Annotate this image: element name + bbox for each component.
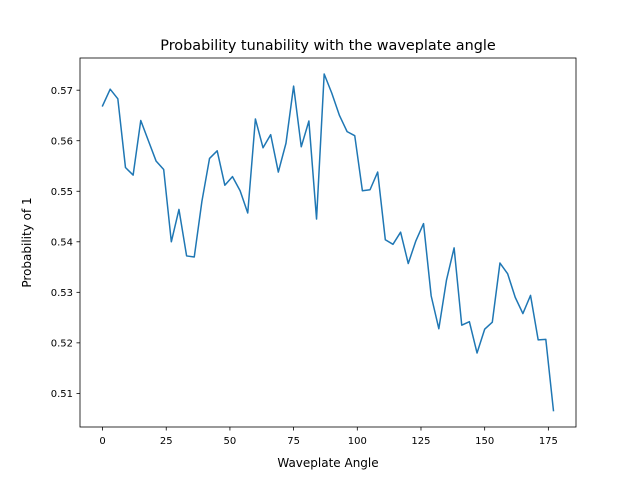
x-axis-label: Waveplate Angle [277, 456, 378, 470]
x-tick-label: 125 [411, 436, 430, 447]
x-tick-label: 25 [160, 436, 173, 447]
y-tick-label: 0.52 [51, 338, 73, 349]
y-tick-label: 0.54 [51, 237, 73, 248]
y-tick-label: 0.57 [51, 86, 73, 97]
x-tick-label: 175 [539, 436, 558, 447]
y-tick-label: 0.51 [51, 389, 73, 400]
series-line [101, 73, 555, 412]
chart-title: Probability tunability with the waveplat… [160, 38, 496, 54]
y-axis: 0.51 0.52 0.53 0.54 0.55 0.56 0.57 [51, 86, 80, 400]
x-tick-label: 0 [99, 436, 105, 447]
y-tick-label: 0.53 [51, 288, 73, 299]
x-tick-label: 100 [348, 436, 367, 447]
plot-area [101, 73, 555, 412]
y-tick-label: 0.55 [51, 187, 73, 198]
x-tick-label: 150 [475, 436, 494, 447]
x-tick-label: 75 [287, 436, 300, 447]
y-axis-label: Probability of 1 [20, 197, 34, 287]
x-tick-label: 50 [224, 436, 237, 447]
y-tick-label: 0.56 [51, 136, 73, 147]
x-axis: 0 25 50 75 100 125 150 175 [99, 427, 558, 447]
plot-frame [79, 57, 577, 428]
